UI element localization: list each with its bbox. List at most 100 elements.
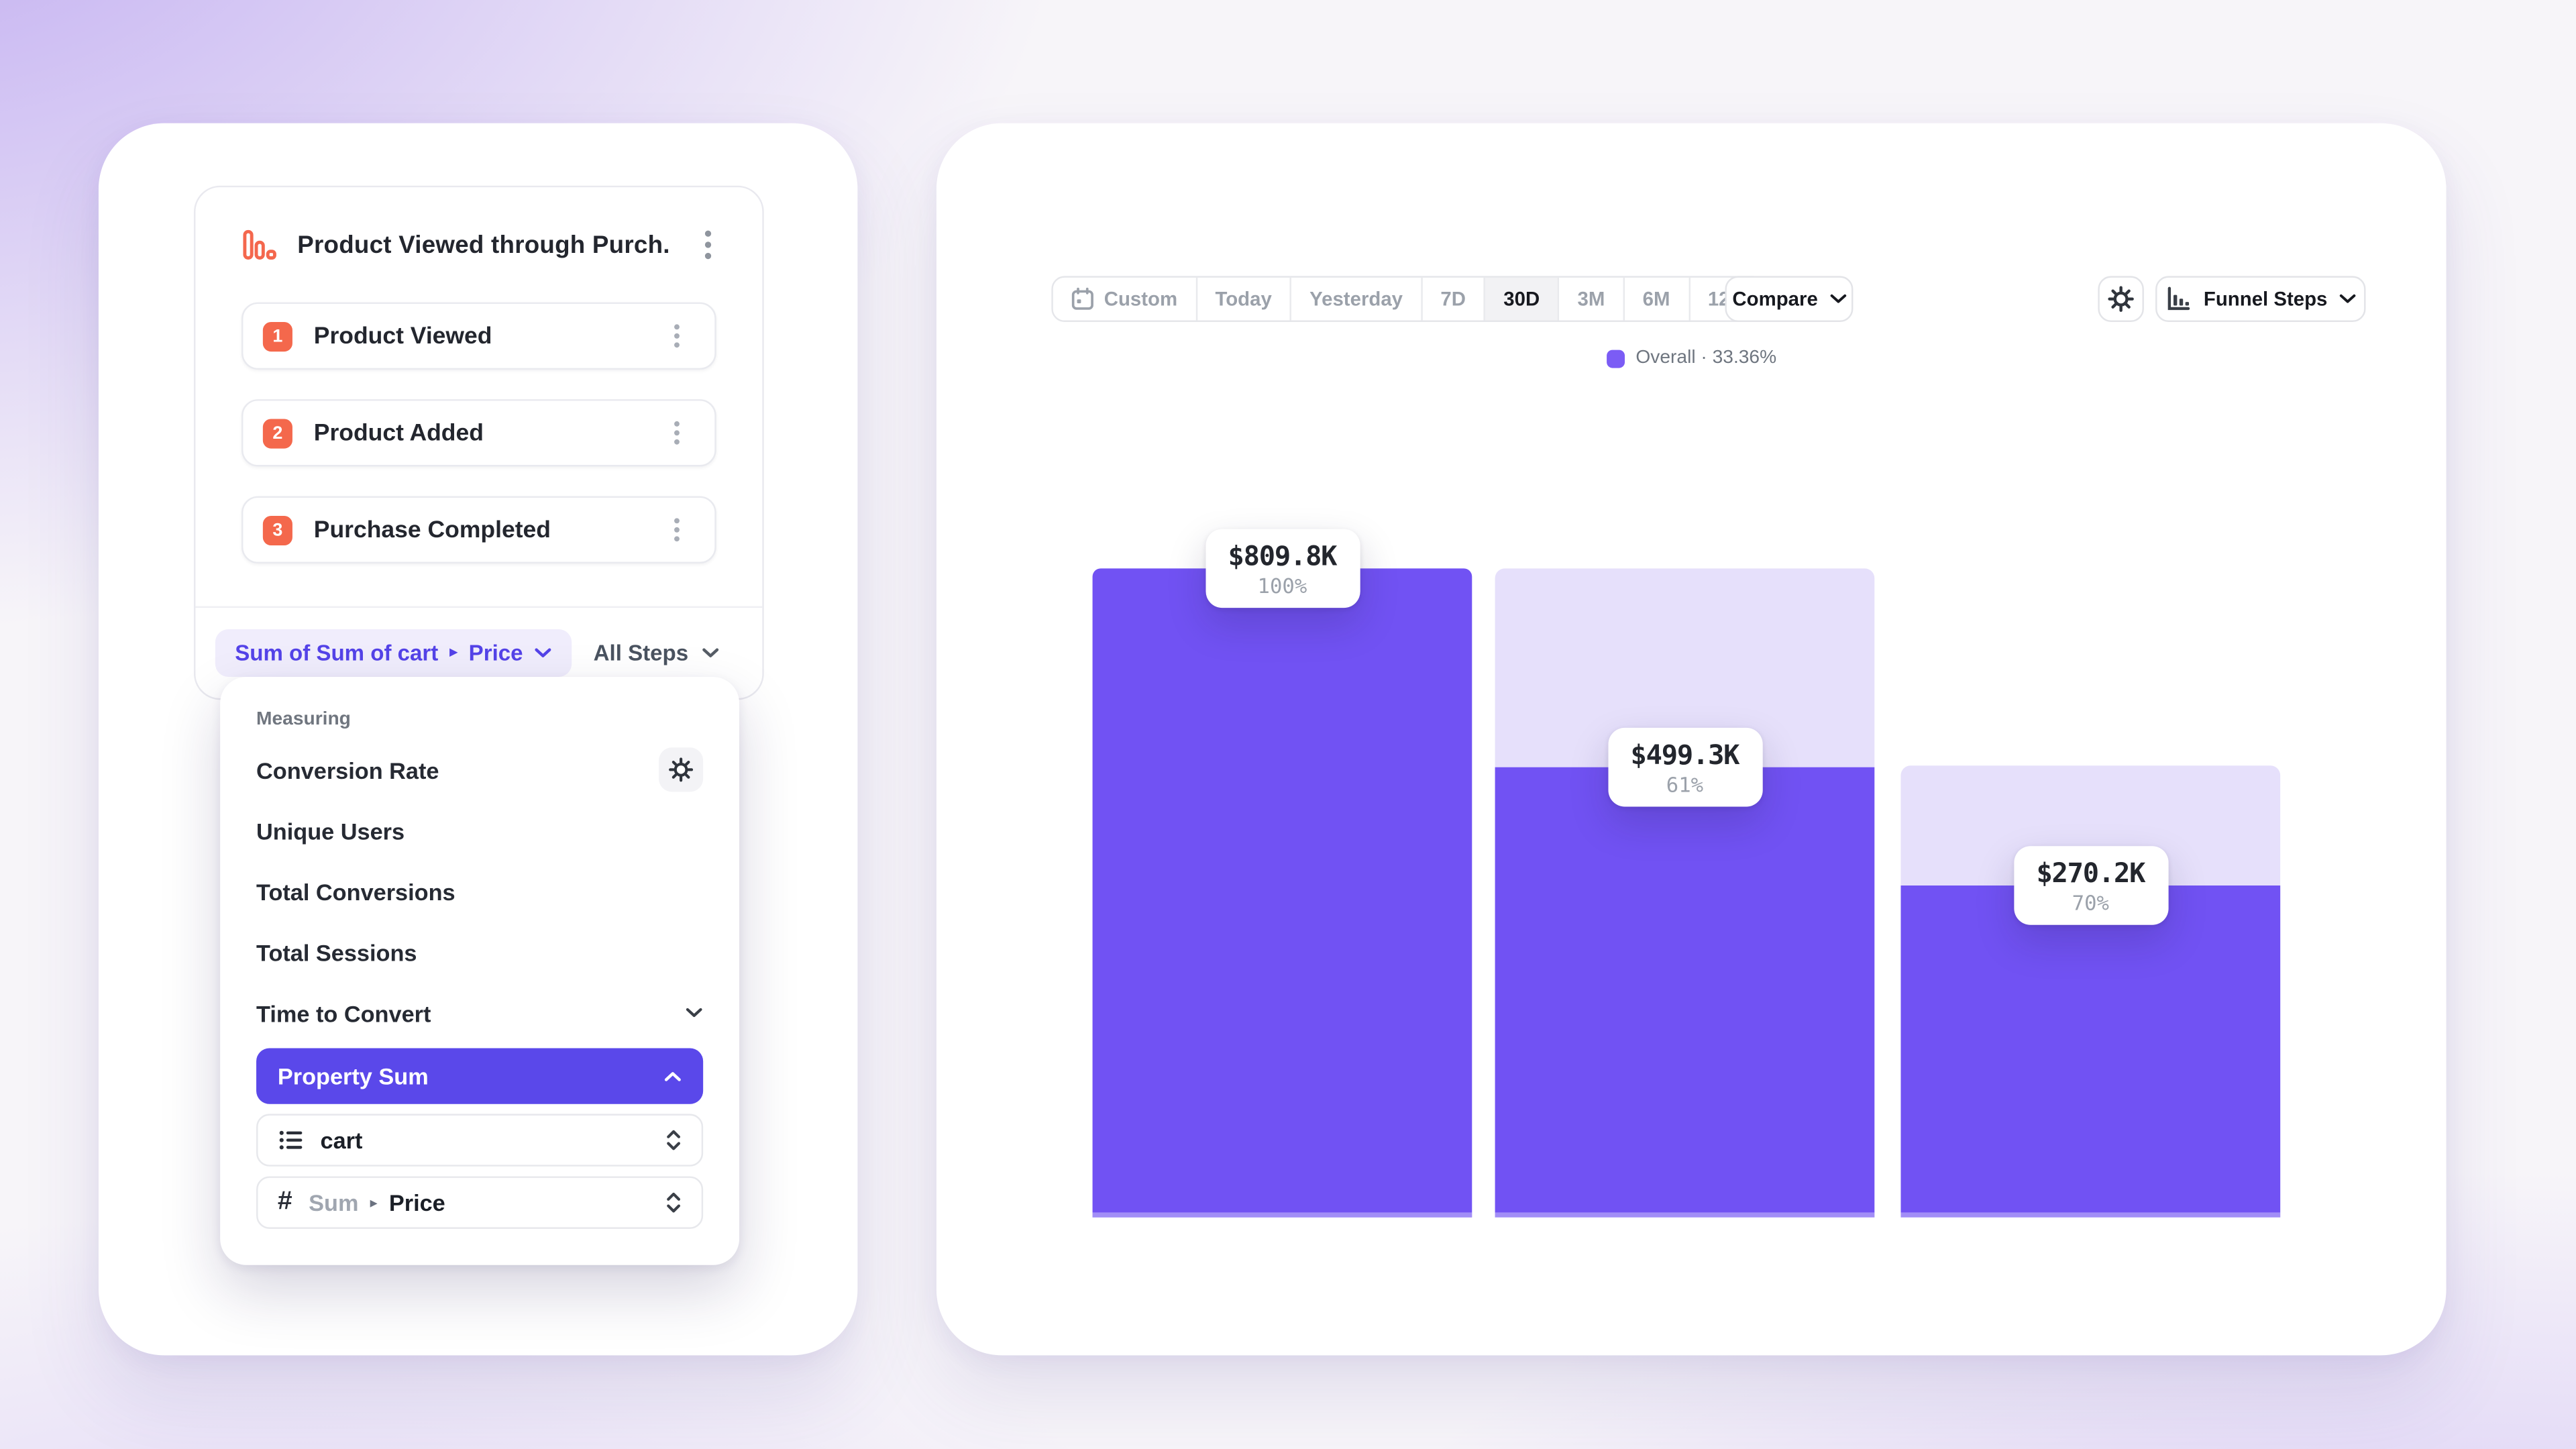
- menu-item-label: Conversion Rate: [256, 756, 439, 783]
- funnel-bar-group-1[interactable]: $809.8K 100%: [1092, 529, 1472, 1218]
- date-range-label: 30D: [1503, 287, 1540, 311]
- funnel-step-row-3[interactable]: 3 Purchase Completed: [241, 496, 716, 564]
- measure-prefix: Sum of Sum of cart: [235, 641, 439, 665]
- funnel-bar-segment: [1495, 767, 1875, 1218]
- legend-swatch: [1606, 349, 1625, 368]
- step-label: Product Added: [313, 419, 484, 446]
- step-number-badge: 3: [262, 515, 292, 545]
- menu-item-label: Total Conversions: [256, 877, 455, 905]
- funnel-steps-list: 1 Product Viewed 2 Product Added: [241, 302, 716, 593]
- chart-toolbar: Custom Today Yesterday 7D 30D 3M 6M 12M …: [936, 276, 2447, 323]
- chevron-down-icon: [535, 648, 552, 657]
- compare-label: Compare: [1732, 287, 1818, 311]
- kebab-icon: [674, 518, 680, 542]
- funnel-builder-card: Product Viewed through Purch... 1 Produc…: [98, 123, 858, 1356]
- chevron-down-icon: [686, 1008, 702, 1018]
- kebab-icon: [674, 421, 680, 445]
- kebab-icon: [674, 324, 680, 348]
- funnel-title: Product Viewed through Purch...: [297, 231, 671, 259]
- date-range-custom[interactable]: Custom: [1053, 277, 1196, 321]
- bar-tooltip: $270.2K 70%: [2013, 846, 2168, 925]
- chart-view-selector-button[interactable]: Funnel Steps: [2155, 276, 2366, 323]
- measuring-dropdown-panel: Measuring Conversion Rate: [220, 676, 740, 1265]
- menu-item-label: Time to Convert: [256, 1000, 431, 1026]
- date-range-7d[interactable]: 7D: [1420, 277, 1484, 321]
- menu-item-time-to-convert[interactable]: Time to Convert: [256, 982, 703, 1043]
- breadcrumb-arrow-icon: ▸: [449, 643, 458, 660]
- aggregation-prefix: Sum: [309, 1189, 359, 1216]
- chevron-up-icon: [664, 1071, 681, 1081]
- bar-tooltip: $809.8K 100%: [1205, 529, 1360, 608]
- date-range-label: Custom: [1104, 287, 1178, 311]
- step-label: Purchase Completed: [313, 517, 551, 543]
- chevron-down-icon: [702, 648, 719, 657]
- date-range-today[interactable]: Today: [1195, 277, 1290, 321]
- conversion-rate-settings-button[interactable]: [659, 747, 704, 792]
- funnel-steps-chart-icon: [2168, 286, 2191, 311]
- bar-tooltip: $499.3K 61%: [1607, 727, 1762, 807]
- tooltip-percent: 70%: [2072, 890, 2109, 916]
- funnel-kebab-menu-button[interactable]: [690, 227, 727, 263]
- chevron-down-icon: [2339, 294, 2355, 303]
- legend-label: Overall · 33.36%: [1635, 348, 1777, 368]
- aggregation-select[interactable]: # Sum ▸ Price: [256, 1176, 704, 1229]
- measure-property: Price: [468, 641, 523, 665]
- tooltip-value: $499.3K: [1630, 739, 1740, 771]
- kebab-icon: [704, 230, 712, 260]
- aggregation-value: Price: [388, 1189, 445, 1216]
- step-kebab-menu-button[interactable]: [659, 415, 695, 451]
- tooltip-value: $809.8K: [1228, 540, 1338, 572]
- compare-dropdown-button[interactable]: Compare: [1725, 276, 1854, 323]
- step-number-badge: 2: [262, 418, 292, 448]
- property-select-value: cart: [320, 1127, 363, 1154]
- select-updown-icon: [667, 1130, 681, 1150]
- select-updown-icon: [667, 1192, 681, 1213]
- measuring-section-label: Measuring: [256, 709, 351, 730]
- funnel-header: Product Viewed through Purch...: [195, 187, 762, 302]
- date-range-30d-selected[interactable]: 30D: [1483, 277, 1558, 321]
- funnel-bar-group-3[interactable]: $270.2K 70%: [1900, 568, 2281, 1218]
- menu-item-conversion-rate[interactable]: Conversion Rate: [256, 739, 704, 800]
- step-label: Product Viewed: [313, 323, 492, 350]
- menu-item-total-sessions[interactable]: Total Sessions: [256, 922, 703, 983]
- calendar-icon: [1071, 287, 1093, 310]
- funnel-step-row-1[interactable]: 1 Product Viewed: [241, 302, 716, 370]
- date-range-label: Today: [1215, 287, 1272, 311]
- funnel-plot: $809.8K 100% $499.3K 61% $270.2K 70%: [1089, 529, 2284, 1218]
- menu-item-label: Unique Users: [256, 817, 405, 844]
- number-hash-icon: #: [277, 1187, 292, 1216]
- gear-icon: [2108, 286, 2134, 312]
- funnel-step-row-2[interactable]: 2 Product Added: [241, 399, 716, 467]
- query-builder-panel: Product Viewed through Purch... 1 Produc…: [193, 185, 764, 700]
- tooltip-value: $270.2K: [2036, 857, 2145, 889]
- step-kebab-menu-button[interactable]: [659, 318, 695, 354]
- menu-item-label: Property Sum: [277, 1063, 429, 1089]
- measurement-dropdown-button[interactable]: Sum of Sum of cart ▸ Price: [215, 629, 573, 677]
- date-range-6m[interactable]: 6M: [1623, 277, 1688, 321]
- menu-item-property-sum[interactable]: Property Sum: [256, 1048, 704, 1104]
- property-select[interactable]: cart: [256, 1114, 704, 1167]
- date-range-label: 3M: [1577, 287, 1605, 311]
- funnel-chart-icon: [241, 227, 278, 263]
- all-steps-dropdown-button[interactable]: All Steps: [594, 641, 720, 665]
- funnel-bar-segment: [1900, 885, 2281, 1218]
- gear-icon: [669, 757, 694, 782]
- chart-settings-button[interactable]: [2098, 276, 2144, 323]
- funnel-chart-card: Custom Today Yesterday 7D 30D 3M 6M 12M …: [936, 123, 2447, 1356]
- step-number-badge: 1: [262, 321, 292, 351]
- funnel-bar-group-2[interactable]: $499.3K 61%: [1495, 568, 1875, 1218]
- chart-legend: Overall · 33.36%: [936, 348, 2447, 368]
- menu-item-label: Total Sessions: [256, 938, 417, 965]
- menu-item-unique-users[interactable]: Unique Users: [256, 800, 703, 861]
- date-range-yesterday[interactable]: Yesterday: [1289, 277, 1421, 321]
- menu-item-total-conversions[interactable]: Total Conversions: [256, 861, 703, 922]
- date-range-3m[interactable]: 3M: [1558, 277, 1623, 321]
- measurement-footer: Sum of Sum of cart ▸ Price All Steps: [195, 606, 763, 698]
- tooltip-percent: 61%: [1666, 772, 1704, 797]
- breadcrumb-arrow-icon: ▸: [370, 1193, 378, 1210]
- list-icon: [279, 1130, 303, 1150]
- chevron-down-icon: [1829, 294, 1845, 303]
- all-steps-label: All Steps: [593, 641, 689, 665]
- step-kebab-menu-button[interactable]: [659, 512, 695, 548]
